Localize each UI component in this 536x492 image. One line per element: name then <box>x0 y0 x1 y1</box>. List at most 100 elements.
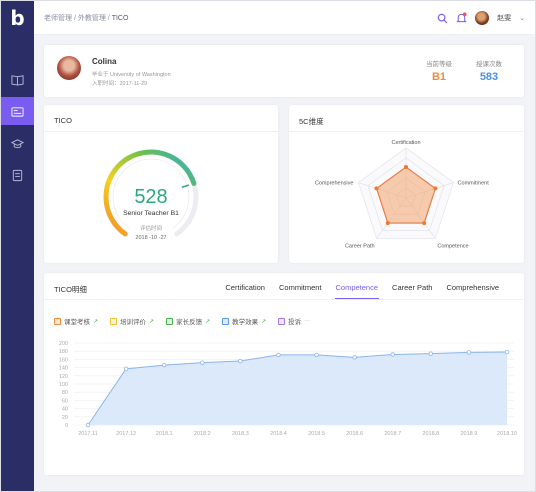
five-c-card-title: 5C维度 <box>299 117 324 126</box>
legend-label: 课堂考核 <box>64 319 90 326</box>
data-point[interactable] <box>504 349 510 355</box>
level-label: 当前等级 <box>426 61 452 68</box>
teacher-name: Colina <box>92 57 117 66</box>
radar-axis-label: Commitment <box>458 181 490 187</box>
radar-point <box>433 186 438 191</box>
legend-item[interactable]: 家长反馈 ↗ <box>166 316 210 326</box>
teacher-join-date: 入职时间：2017-11-29 <box>92 81 148 87</box>
sidebar-item-teacher-card[interactable] <box>1 97 34 125</box>
tico-card: TICO 528 Senior Teacher B1 评估时间 2018 -10… <box>44 105 278 263</box>
tab-commitment[interactable]: Commitment <box>278 283 322 292</box>
x-tick-label: 2018.1 <box>156 431 173 437</box>
x-tick-label: 2018.7 <box>384 431 401 437</box>
radar-value-area <box>375 166 437 224</box>
y-tick-label: 100 <box>59 382 68 388</box>
y-tick-label: 0 <box>65 423 68 429</box>
top-actions: 赵雯 ⌄ <box>437 8 525 28</box>
radar-axis-label: Certification <box>391 140 420 146</box>
gauge-indicator <box>181 184 189 188</box>
x-tick-label: 2018.3 <box>232 431 249 437</box>
x-tick-label: 2018.9 <box>460 431 477 437</box>
radar-grid-ring <box>367 157 445 231</box>
data-point[interactable] <box>466 350 472 355</box>
x-tick-label: 2018.2 <box>194 431 211 437</box>
radar-point <box>422 221 427 226</box>
data-point[interactable] <box>276 352 281 358</box>
breadcrumb-item-foreign[interactable]: 外教管理 <box>77 15 106 22</box>
breadcrumb-current: TICO <box>111 15 129 22</box>
eval-label: 评估时间 <box>140 224 162 232</box>
series-area <box>88 352 507 425</box>
x-tick-label: 2018.5 <box>308 431 325 437</box>
sidebar-item-education[interactable] <box>1 129 34 157</box>
data-point[interactable] <box>161 362 167 368</box>
x-tick-label: 2017.12 <box>116 431 136 437</box>
sidebar: b <box>1 1 34 491</box>
y-tick-label: 180 <box>59 349 68 355</box>
data-point[interactable] <box>314 352 319 358</box>
legend-item[interactable]: 培训评价 ↗ <box>110 316 154 326</box>
trend-icon: ↗ <box>205 318 211 325</box>
data-point[interactable] <box>123 366 129 372</box>
eval-date: 2018 -10 -27 <box>135 235 166 241</box>
tab-competence[interactable]: Competence <box>329 282 386 299</box>
x-tick-label: 2018.6 <box>346 431 363 437</box>
tico-level: Senior Teacher B1 <box>123 210 179 217</box>
legend-label: 家长反馈 <box>176 319 203 326</box>
legend-item[interactable]: 课堂考核 ↗ <box>54 316 98 326</box>
id-card-icon <box>11 106 24 117</box>
teacher-school: 毕业于 University of Washington <box>92 72 171 78</box>
data-point[interactable] <box>352 355 357 360</box>
x-tick-label: 2018.10 <box>497 431 517 437</box>
data-point[interactable] <box>238 358 243 364</box>
tico-detail-chart: 0 20 40 60 80 100 120 140 160 180 200 2017.11 2017.1… <box>59 341 517 437</box>
data-point[interactable] <box>200 360 205 365</box>
sidebar-item-document[interactable] <box>1 161 34 189</box>
tico-detail-card: TICO明细 Certification Commitment Competence… <box>44 273 524 475</box>
legend-item[interactable]: 教学效果 ↗ <box>222 316 266 326</box>
main-content: 老师管理 / 外教管理 / TICO 赵雯 ⌄ Colina 毕业于 Unive… <box>34 1 535 491</box>
data-point[interactable] <box>428 351 434 356</box>
search-icon[interactable] <box>437 13 448 24</box>
radar-point <box>404 165 408 169</box>
breadcrumb-item-teachers[interactable]: 老师管理 <box>44 15 72 22</box>
user-name[interactable]: 赵雯 <box>497 15 512 22</box>
gauge-progress <box>103 149 197 237</box>
document-icon <box>12 169 23 181</box>
app-logo: b <box>10 6 25 30</box>
data-point[interactable] <box>390 352 395 357</box>
user-avatar[interactable] <box>475 11 490 25</box>
tab-career-path[interactable]: Career Path <box>392 283 433 292</box>
five-c-radar: Certification Commitment Competence Career … <box>315 140 490 249</box>
legend-item[interactable]: 投诉 ··· <box>278 316 310 326</box>
data-point[interactable] <box>85 422 91 428</box>
category-icon <box>278 317 286 325</box>
graduation-cap-icon <box>11 138 24 148</box>
bell-icon[interactable] <box>456 12 467 24</box>
chevron-down-icon[interactable]: ⌄ <box>519 15 525 22</box>
legend-label: 投诉 <box>288 319 302 326</box>
gauge-inner-ring <box>112 158 190 229</box>
radar-axis-label: Comprehensive <box>315 181 354 187</box>
lesson-count-value: 583 <box>479 71 499 83</box>
tab-comprehensive[interactable]: Comprehensive <box>446 283 499 292</box>
category-icon <box>110 317 118 325</box>
sidebar-item-book[interactable] <box>1 65 34 93</box>
y-tick-label: 40 <box>62 407 68 413</box>
y-tick-label: 160 <box>59 357 68 363</box>
divider <box>44 299 524 300</box>
y-tick-label: 200 <box>59 341 68 347</box>
trend-icon: ··· <box>304 318 311 324</box>
y-tick-label: 120 <box>59 374 68 380</box>
breadcrumb-separator: / <box>105 15 112 22</box>
y-tick-label: 20 <box>62 415 68 421</box>
tico-score: 528 <box>134 186 167 208</box>
radar-point <box>374 186 379 191</box>
teacher-avatar <box>57 56 81 80</box>
profile-card: Colina 毕业于 University of Washington 入职时间… <box>44 45 524 97</box>
series-line <box>87 351 508 426</box>
five-c-card: 5C维度 Certification Commitment Competence Ca… <box>289 105 524 263</box>
book-icon <box>11 74 24 86</box>
breadcrumb: 老师管理 / 外教管理 / TICO <box>44 13 128 23</box>
tab-certification[interactable]: Certification <box>225 283 265 292</box>
